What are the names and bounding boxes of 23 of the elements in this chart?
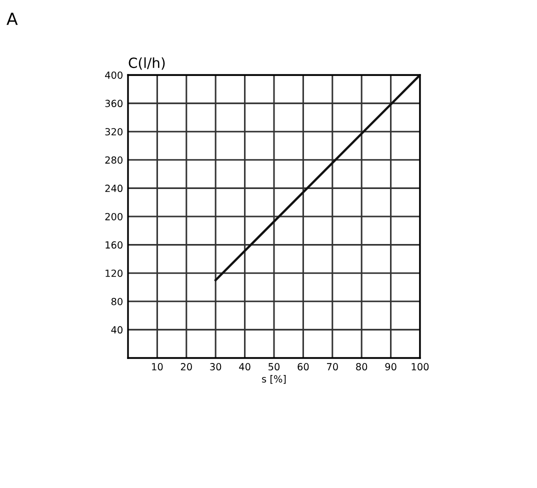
x-tick-label: 20 (180, 363, 192, 370)
x-tick-label: 70 (327, 363, 338, 370)
text: A (6, 12, 18, 25)
x-tick-label: 80 (356, 363, 368, 370)
y-tick-label: 360 (105, 100, 122, 108)
x-tick-label: 10 (152, 363, 163, 370)
y-tick-label: 160 (106, 241, 122, 249)
x-tick-label: 30 (210, 363, 222, 370)
y-tick-label: 80 (111, 298, 122, 306)
x-tick-label: 50 (268, 363, 280, 370)
y-tick-label: 200 (105, 212, 122, 220)
y-tick-label: 320 (105, 128, 122, 136)
y-tick-label: 120 (106, 270, 122, 277)
y-tick-label: 40 (111, 326, 122, 334)
y-tick-label: 400 (105, 71, 122, 79)
x-axis-title: s [%] (262, 375, 286, 384)
y-tick-label: 280 (105, 156, 122, 164)
x-tick-label: 100 (412, 363, 429, 370)
x-tick-label: 40 (239, 363, 250, 370)
x-tick-label: 90 (385, 363, 396, 370)
y-tick-label: 240 (105, 184, 122, 192)
x-tick-label: 60 (298, 363, 309, 370)
y-axis-title: C(l/h) (128, 57, 165, 70)
